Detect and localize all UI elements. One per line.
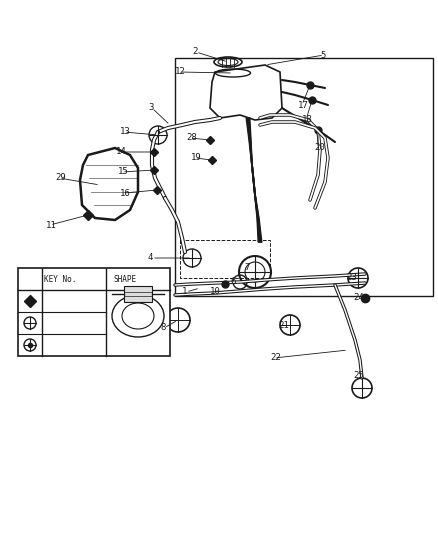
Text: 2: 2 (192, 47, 198, 56)
Text: 4: 4 (148, 254, 153, 262)
Text: 24: 24 (353, 294, 364, 303)
Text: 3: 3 (148, 103, 153, 112)
Text: 10: 10 (210, 287, 221, 296)
Text: 28: 28 (186, 133, 197, 142)
Text: 22: 22 (270, 353, 281, 362)
Text: 6: 6 (230, 278, 235, 287)
Text: 7: 7 (244, 263, 249, 272)
Text: 11: 11 (46, 221, 57, 230)
Text: 8: 8 (160, 324, 166, 333)
Bar (18, 268, 170, 356)
Text: 14: 14 (116, 148, 127, 157)
Text: 19: 19 (191, 154, 202, 163)
Bar (180, 240, 270, 278)
Text: SHAPE: SHAPE (114, 276, 137, 285)
Text: 21: 21 (278, 320, 289, 329)
Text: 29: 29 (55, 174, 66, 182)
Text: 5: 5 (320, 51, 325, 60)
Text: KEY No.: KEY No. (44, 276, 76, 285)
Text: 16: 16 (120, 189, 131, 198)
Text: 20: 20 (314, 143, 325, 152)
Bar (175, 58, 433, 296)
Text: 18: 18 (302, 116, 313, 125)
Text: 17: 17 (298, 101, 309, 109)
Text: 1: 1 (182, 287, 187, 296)
Text: 13: 13 (120, 127, 131, 136)
Text: 12: 12 (175, 68, 186, 77)
Text: 23: 23 (346, 273, 357, 282)
Text: 15: 15 (118, 167, 129, 176)
Text: 25: 25 (353, 370, 364, 379)
Bar (124, 286, 152, 302)
